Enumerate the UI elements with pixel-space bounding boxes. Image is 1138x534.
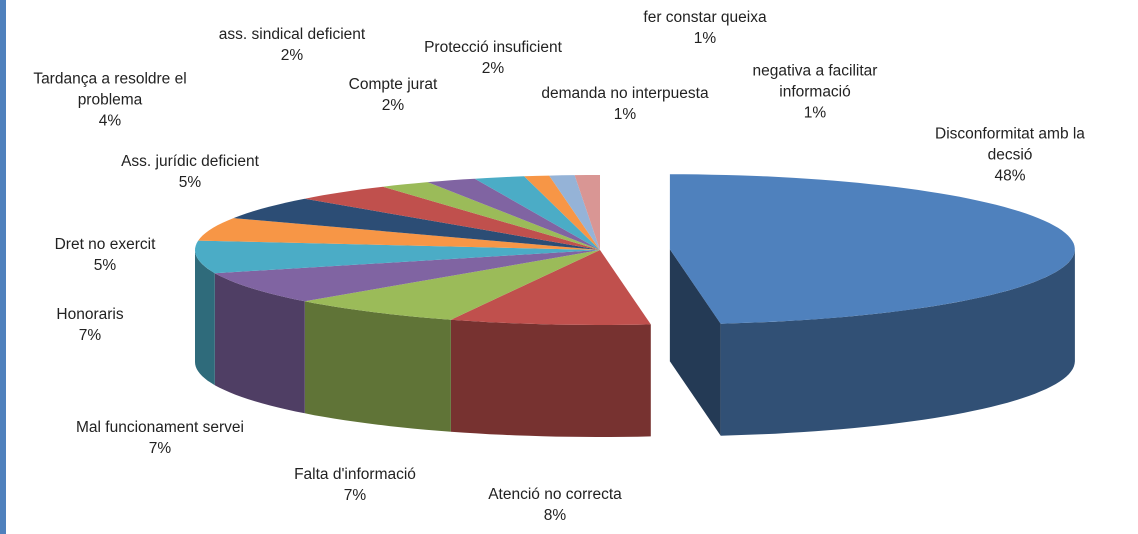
slice <box>474 176 600 250</box>
slice <box>450 250 651 325</box>
slice <box>214 250 601 302</box>
data-label: Compte jurat 2% <box>313 74 473 116</box>
value-label: 5% <box>93 257 117 274</box>
data-label: Ass. jurídic deficient 5% <box>90 151 290 193</box>
category-label: Atenció no correcta <box>488 486 622 503</box>
slice <box>524 175 600 250</box>
value-label: 2% <box>381 97 405 114</box>
category-label: Mal funcionament servei <box>76 419 244 436</box>
value-label: 7% <box>78 327 102 344</box>
value-label: 7% <box>343 487 367 504</box>
slice <box>304 250 600 320</box>
data-label: Tardança a resoldre el problema 4% <box>5 69 215 132</box>
slice <box>233 198 600 250</box>
data-label: Disconformitat amb la decsió 48% <box>925 124 1095 187</box>
data-label: fer constar queixa 1% <box>605 7 805 49</box>
category-label: Tardança a resoldre el problema <box>33 70 187 109</box>
category-label: Honoraris <box>56 306 124 323</box>
slice <box>383 182 600 250</box>
value-label: 4% <box>98 112 122 130</box>
category-label: Compte jurat <box>348 76 438 93</box>
category-label: Dret no exercit <box>54 236 156 253</box>
slice <box>669 174 1075 324</box>
slice-wall <box>720 249 1075 436</box>
slice <box>198 218 600 250</box>
slice-wall <box>195 250 215 386</box>
category-label: fer constar queixa <box>643 9 767 26</box>
slice-wall <box>214 273 305 414</box>
data-label: demanda no interpuesta 1% <box>505 83 745 125</box>
slice <box>304 186 600 250</box>
data-label: Protecció insuficient 2% <box>393 37 593 79</box>
data-label: Atenció no correcta 8% <box>455 484 655 526</box>
category-label: demanda no interpuesta <box>541 85 709 102</box>
value-label: 7% <box>148 440 172 457</box>
slice <box>195 240 600 274</box>
slice <box>427 178 600 250</box>
slice-wall <box>304 301 451 432</box>
value-label: 5% <box>178 174 202 191</box>
slice <box>574 175 600 250</box>
data-label: ass. sindical deficient 2% <box>192 24 392 66</box>
value-label: 1% <box>803 104 827 122</box>
left-border <box>0 0 6 534</box>
category-label: Protecció insuficient <box>424 39 562 56</box>
slice-wall <box>450 319 651 437</box>
value-label: 8% <box>543 507 567 524</box>
value-label: 1% <box>613 106 637 123</box>
slice-side <box>669 249 721 436</box>
value-label: 48% <box>994 167 1026 185</box>
data-label: negativa a facilitar informació 1% <box>725 61 905 124</box>
value-label: 2% <box>280 47 304 64</box>
category-label: negativa a facilitar informació <box>752 62 878 101</box>
data-label: Mal funcionament servei 7% <box>40 417 280 459</box>
data-label: Dret no exercit 5% <box>25 234 185 276</box>
data-label: Honoraris 7% <box>20 304 160 346</box>
value-label: 1% <box>693 30 717 47</box>
category-label: Falta d'informació <box>294 466 416 483</box>
data-label: Falta d'informació 7% <box>255 464 455 506</box>
slice <box>549 175 600 250</box>
category-label: Ass. jurídic deficient <box>121 153 259 170</box>
value-label: 2% <box>481 60 505 77</box>
category-label: ass. sindical deficient <box>218 26 366 43</box>
category-label: Disconformitat amb la decsió <box>935 125 1085 164</box>
